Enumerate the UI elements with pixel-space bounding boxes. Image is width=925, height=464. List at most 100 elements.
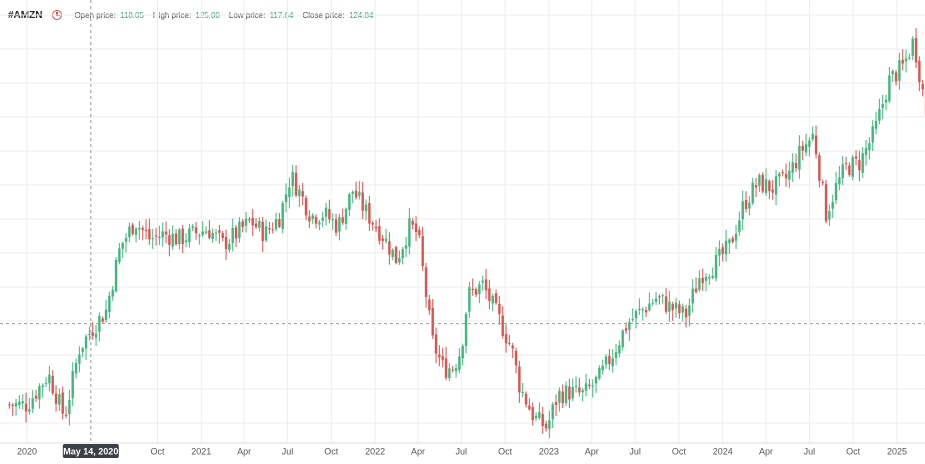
candle-body (298, 189, 301, 196)
candle-body (238, 221, 241, 238)
candle-body (314, 217, 318, 224)
x-tick-label: Oct (846, 447, 861, 457)
candle-body (268, 228, 271, 230)
candle-body (864, 148, 868, 155)
candle-body (18, 401, 21, 406)
candle-body (598, 367, 601, 379)
candle-body (128, 226, 131, 238)
candle-body (44, 382, 48, 384)
candle-body (748, 202, 751, 209)
candle-body (921, 83, 924, 90)
candle-body (711, 275, 714, 278)
candle-body (54, 393, 58, 404)
chart-grid (0, 0, 925, 443)
candle-body (704, 277, 708, 281)
candle-body (71, 371, 74, 399)
candle-body (388, 241, 391, 255)
candle-body (161, 231, 164, 238)
candle-body (134, 228, 138, 235)
candle-body (758, 175, 761, 186)
candle-body (768, 180, 771, 192)
candle-body (508, 342, 511, 344)
candle-body (354, 190, 358, 198)
candle-body (611, 358, 614, 367)
candle-body (258, 220, 261, 228)
candle-body (674, 302, 678, 309)
candle-body (394, 247, 398, 263)
candle-body (878, 108, 881, 121)
x-tick-label: Jul (804, 447, 816, 457)
candle-body (281, 203, 284, 229)
candle-body (744, 200, 748, 209)
candle-body (144, 229, 148, 232)
candle-body (618, 345, 621, 354)
x-tick-label: 2020 (17, 447, 37, 457)
candle-body (658, 296, 661, 298)
candle-body (271, 229, 274, 231)
candle-body (228, 243, 231, 250)
x-tick-label: Jul (629, 447, 641, 457)
candle-body (384, 238, 388, 242)
candle-body (288, 187, 291, 197)
candle-body (771, 189, 774, 193)
candle-body (794, 162, 798, 169)
candle-body (444, 358, 448, 378)
candle-body (381, 238, 384, 241)
candle-body (898, 60, 901, 81)
candle-body (908, 57, 911, 59)
candle-body (91, 332, 94, 336)
candle-body (41, 385, 44, 387)
candle-body (458, 356, 461, 371)
candle-body (461, 345, 464, 359)
candle-body (548, 420, 551, 429)
candle-body (364, 204, 368, 212)
candle-body (701, 277, 704, 284)
x-tick-label: Oct (672, 447, 687, 457)
x-tick-label: Apr (585, 447, 599, 457)
candle-body (881, 103, 884, 109)
x-tick-label: 2022 (365, 447, 385, 457)
candle-body (761, 174, 764, 192)
candle-body (571, 386, 574, 399)
candle-body (631, 318, 634, 320)
candle-body (478, 284, 481, 294)
candle-body (591, 385, 594, 387)
candle-body (511, 345, 514, 349)
candle-body (108, 295, 111, 312)
candle-body (98, 316, 101, 332)
candle-body (378, 226, 381, 241)
candle-body (708, 277, 711, 279)
candle-body (808, 140, 811, 147)
candle-body (468, 287, 471, 312)
candle-body (391, 249, 394, 258)
candle-body (24, 403, 28, 412)
candle-body (118, 248, 121, 263)
candle-body (291, 171, 294, 187)
x-tick-label: Oct (324, 447, 339, 457)
candle-body (181, 228, 184, 245)
candle-body (58, 394, 61, 405)
candle-body (154, 235, 158, 237)
candle-body (738, 220, 741, 232)
candle-body (588, 384, 591, 387)
candle-body (471, 289, 474, 291)
candle-body (494, 293, 498, 303)
candle-body (51, 376, 54, 394)
candle-body (774, 176, 778, 195)
candle-body (854, 156, 858, 159)
candle-body (521, 391, 524, 393)
candle-body (191, 226, 194, 229)
candle-body (104, 309, 108, 320)
candle-body (821, 181, 824, 183)
candle-body (401, 249, 404, 259)
x-tick-label: 2024 (713, 447, 733, 457)
candle-body (584, 383, 588, 391)
candle-body (578, 387, 581, 393)
candle-body (48, 374, 51, 384)
crosshair (0, 0, 925, 443)
candle-body (514, 350, 518, 366)
candle-body (111, 289, 114, 297)
candle-body (604, 356, 608, 365)
candle-body (241, 221, 244, 228)
